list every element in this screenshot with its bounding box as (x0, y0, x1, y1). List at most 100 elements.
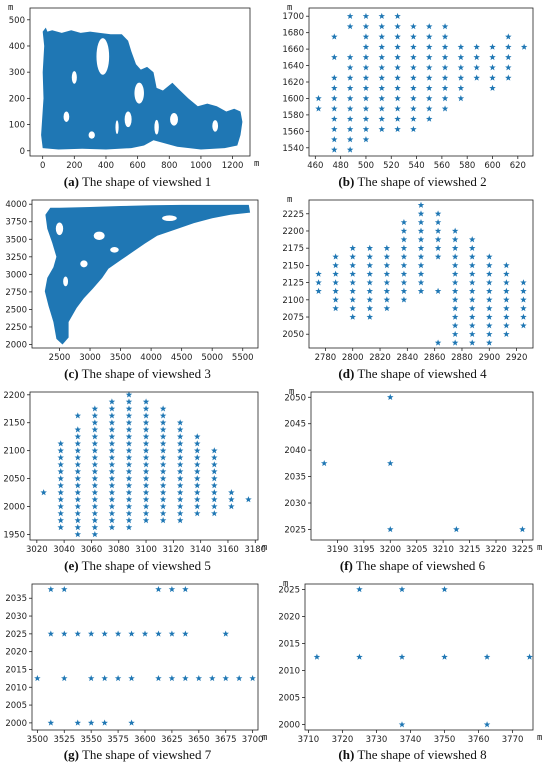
point-d-24 (366, 270, 374, 277)
point-e-125 (176, 510, 184, 517)
point-f-2 (387, 459, 394, 467)
point-e-154 (211, 489, 218, 496)
ytick-label-g-4: 2020 (5, 648, 27, 658)
point-e-152 (211, 503, 218, 510)
point-e-59 (108, 461, 116, 468)
point-e-106 (142, 398, 150, 405)
point-b-43 (378, 64, 385, 71)
point-e-135 (176, 440, 184, 447)
point-e-123 (159, 405, 167, 412)
point-e-76 (125, 475, 133, 482)
point-e-71 (125, 510, 133, 517)
point-e-96 (142, 468, 150, 475)
point-b-92 (457, 84, 465, 91)
point-b-16 (346, 105, 354, 112)
point-b-11 (331, 33, 338, 40)
ytick-label-d-2: 2100 (282, 296, 304, 306)
ytick-label-h-0: 2000 (278, 721, 300, 731)
ytick-label-f-4: 2045 (284, 420, 306, 430)
xtick-label-f-4: 3210 (432, 545, 454, 555)
point-e-50 (108, 524, 116, 531)
point-e-155 (211, 482, 218, 489)
point-e-57 (108, 475, 116, 482)
point-d-19 (366, 313, 374, 320)
point-e-11 (57, 454, 64, 461)
point-b-68 (410, 53, 417, 61)
point-b-55 (394, 64, 401, 71)
viewshed-3-region (44, 204, 251, 345)
point-e-88 (125, 392, 133, 398)
point-e-138 (176, 419, 184, 426)
point-e-29 (74, 426, 82, 433)
point-e-93 (142, 489, 150, 496)
point-b-64 (410, 95, 417, 102)
point-b-10 (331, 53, 338, 61)
point-e-127 (176, 496, 184, 503)
point-e-2 (57, 517, 64, 524)
point-b-38 (378, 115, 385, 122)
point-e-133 (176, 454, 184, 461)
point-e-134 (176, 447, 184, 454)
point-b-0 (315, 105, 322, 112)
point-e-94 (142, 482, 150, 489)
point-e-21 (74, 482, 82, 489)
point-b-98 (473, 64, 480, 71)
point-e-115 (159, 461, 167, 468)
point-e-105 (142, 405, 150, 412)
point-b-73 (425, 105, 433, 112)
point-e-5 (57, 496, 64, 503)
point-e-9 (57, 468, 64, 475)
point-e-60 (108, 454, 116, 461)
xtick-label-g-8: 3700 (242, 735, 264, 745)
point-e-137 (176, 426, 184, 433)
ytick-label-c-8: 4000 (5, 200, 27, 210)
ytick-label-e-3: 2100 (3, 447, 25, 457)
point-b-81 (425, 23, 433, 30)
panel-a: 0 200 400 600 800 1000 1200 0 100 200 300 400 500 m m … (0, 0, 275, 192)
point-e-33 (91, 517, 99, 524)
point-b-97 (473, 74, 480, 81)
point-e-56 (108, 482, 116, 489)
point-d-14 (349, 279, 356, 286)
point-g-23 (155, 674, 162, 682)
point-e-70 (125, 517, 133, 524)
point-g-28 (222, 674, 229, 682)
point-b-110 (505, 33, 512, 40)
point-d-70 (451, 296, 459, 303)
point-b-40 (378, 95, 385, 102)
point-e-4 (57, 503, 64, 510)
viewshed-1-gap-0 (96, 38, 110, 75)
point-d-46 (417, 287, 425, 294)
ytick-label-a-5: 500 (9, 16, 25, 26)
point-d-15 (349, 270, 356, 277)
point-f-4 (453, 526, 460, 533)
ylabel-b: m (287, 3, 292, 13)
point-e-18 (74, 503, 82, 510)
ytick-label-c-5: 3250 (5, 253, 27, 263)
point-e-78 (125, 461, 133, 468)
ytick-label-c-1: 2250 (5, 323, 27, 333)
point-e-122 (159, 412, 167, 419)
point-f-3 (387, 526, 394, 533)
chart-b: 460 480 500 520 540 560 580 600 620 1540 1560 1580 1… (282, 3, 534, 171)
xtick-label-d-7: 2920 (506, 353, 528, 363)
point-d-25 (366, 262, 374, 269)
point-d-86 (468, 279, 476, 286)
point-b-99 (473, 53, 480, 61)
point-d-48 (417, 270, 425, 277)
chart-c: 2500 3000 3500 4000 4500 5000 5500 2000 2250 2500… (5, 199, 259, 363)
ytick-label-g-6: 2030 (5, 612, 27, 622)
point-b-50 (394, 115, 401, 122)
point-e-64 (108, 426, 116, 433)
point-e-101 (142, 433, 150, 440)
point-d-18 (349, 244, 356, 251)
ytick-label-h-1: 2005 (278, 694, 300, 704)
xtick-label-g-4: 3600 (134, 735, 156, 745)
point-e-73 (125, 496, 133, 503)
point-b-60 (394, 12, 401, 19)
point-b-102 (489, 74, 496, 81)
point-b-103 (489, 64, 496, 71)
point-b-82 (441, 105, 449, 112)
point-d-9 (332, 253, 339, 260)
xtick-label-b-3: 520 (383, 161, 399, 171)
